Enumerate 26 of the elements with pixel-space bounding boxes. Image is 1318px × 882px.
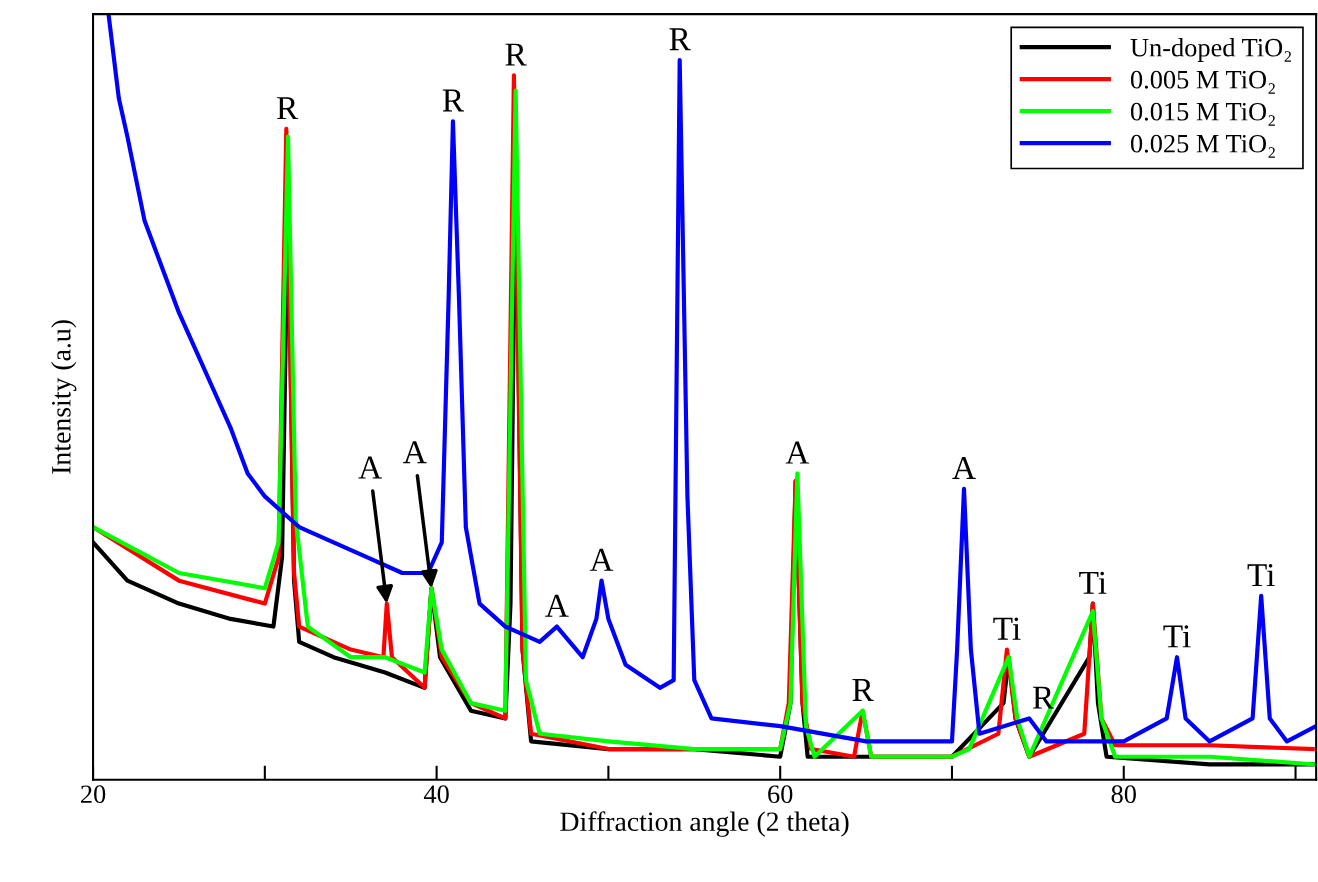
annotation: A [403, 441, 427, 464]
annotation: R [669, 28, 691, 51]
annotation: A [952, 456, 976, 479]
annotation: Ti [993, 617, 1021, 640]
legend-label: 0.015 M TiO₂ [1130, 102, 1275, 126]
annotation: R [505, 43, 527, 66]
legend-label: Un-doped TiO₂ [1130, 38, 1291, 62]
annotation: A [545, 594, 569, 617]
annotation: R [277, 97, 299, 120]
legend-label: 0.025 M TiO₂ [1130, 134, 1275, 158]
annotation: A [589, 548, 614, 571]
annotation: Ti [1163, 625, 1191, 648]
annotation: Ti [1079, 571, 1107, 594]
x-axis-title: Diffraction angle (2 theta) [560, 811, 849, 837]
legend-label: 0.005 M TiO₂ [1130, 70, 1275, 94]
x-tick-label: 20 [81, 785, 106, 804]
y-axis-title: Intensity (a.u) [51, 320, 77, 474]
annotation: A [785, 441, 810, 464]
annotation: R [442, 89, 464, 112]
x-tick-label: 40 [423, 785, 449, 804]
x-tick-label: 60 [768, 785, 793, 804]
annotation: Ti [1247, 564, 1275, 587]
annotation: A [358, 456, 382, 479]
x-tick-label: 80 [1111, 785, 1136, 804]
annotation: R [852, 679, 874, 701]
annotation: R [1032, 686, 1055, 709]
